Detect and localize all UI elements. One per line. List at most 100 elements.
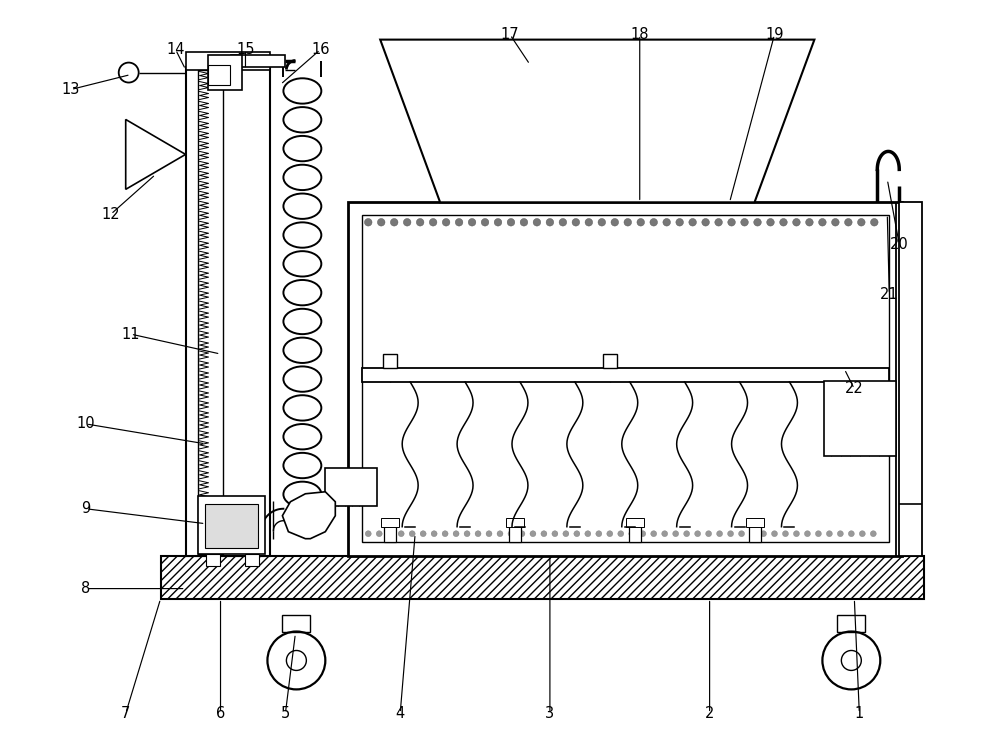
Circle shape [507, 219, 515, 226]
Circle shape [832, 219, 839, 226]
Circle shape [637, 219, 645, 226]
Bar [282, 615, 310, 632]
Circle shape [837, 530, 843, 536]
Text: 7: 7 [121, 706, 130, 721]
Bar [348, 202, 902, 556]
Circle shape [819, 219, 826, 226]
Bar [899, 202, 922, 556]
Bar [186, 66, 270, 556]
Text: 12: 12 [101, 207, 120, 222]
Bar [837, 615, 865, 632]
Circle shape [585, 530, 591, 536]
Text: 18: 18 [630, 27, 649, 42]
Bar [205, 504, 258, 548]
Circle shape [481, 219, 489, 226]
Circle shape [782, 530, 788, 536]
Circle shape [455, 219, 463, 226]
Circle shape [453, 530, 459, 536]
Circle shape [741, 219, 748, 226]
Circle shape [365, 530, 371, 536]
Circle shape [585, 219, 593, 226]
Circle shape [572, 219, 580, 226]
Circle shape [684, 530, 690, 536]
Text: 19: 19 [765, 27, 784, 42]
Circle shape [520, 219, 528, 226]
Bar [383, 354, 397, 368]
Circle shape [848, 530, 854, 536]
Circle shape [676, 219, 683, 226]
Circle shape [416, 219, 424, 226]
Text: 6: 6 [216, 706, 225, 721]
Circle shape [754, 219, 761, 226]
Text: 14: 14 [166, 42, 185, 57]
Circle shape [530, 530, 536, 536]
Circle shape [871, 219, 878, 226]
Bar [384, 524, 396, 542]
Circle shape [598, 219, 606, 226]
Circle shape [420, 530, 426, 536]
Bar [245, 554, 259, 565]
Circle shape [403, 219, 411, 226]
Circle shape [663, 219, 670, 226]
Circle shape [629, 530, 635, 536]
Bar [198, 70, 223, 554]
Circle shape [750, 530, 756, 536]
Circle shape [715, 219, 722, 226]
Circle shape [442, 219, 450, 226]
Circle shape [689, 219, 696, 226]
Circle shape [497, 530, 503, 536]
Text: 21: 21 [880, 286, 899, 301]
Circle shape [442, 530, 448, 536]
Circle shape [541, 530, 547, 536]
Circle shape [728, 530, 734, 536]
Circle shape [780, 219, 787, 226]
Bar [231, 54, 285, 66]
Bar [186, 51, 270, 70]
Circle shape [651, 530, 657, 536]
Circle shape [607, 530, 613, 536]
Bar [362, 215, 889, 542]
Circle shape [706, 530, 712, 536]
Polygon shape [282, 492, 335, 539]
Bar [381, 518, 399, 527]
Circle shape [519, 530, 525, 536]
Circle shape [546, 219, 554, 226]
Circle shape [376, 530, 382, 536]
Circle shape [508, 530, 514, 536]
Circle shape [771, 530, 777, 536]
Bar [509, 524, 521, 542]
Circle shape [596, 530, 602, 536]
Circle shape [559, 219, 567, 226]
Circle shape [377, 219, 385, 226]
Bar [208, 65, 230, 85]
Text: 13: 13 [62, 82, 80, 97]
Bar [629, 524, 641, 542]
Circle shape [533, 219, 541, 226]
Circle shape [468, 219, 476, 226]
Circle shape [859, 530, 865, 536]
Circle shape [640, 530, 646, 536]
Text: 2: 2 [705, 706, 714, 721]
Bar [626, 518, 644, 527]
Text: 16: 16 [311, 42, 330, 57]
Circle shape [387, 530, 393, 536]
Circle shape [650, 219, 658, 226]
Circle shape [739, 530, 745, 536]
Circle shape [761, 530, 767, 536]
Circle shape [793, 530, 799, 536]
Circle shape [728, 219, 735, 226]
Circle shape [804, 530, 810, 536]
Text: 9: 9 [81, 501, 90, 516]
Circle shape [390, 219, 398, 226]
Circle shape [695, 530, 701, 536]
Circle shape [806, 219, 813, 226]
Circle shape [364, 219, 372, 226]
Circle shape [552, 530, 558, 536]
Circle shape [398, 530, 404, 536]
Circle shape [563, 530, 569, 536]
Bar [208, 54, 242, 89]
Bar [824, 381, 896, 456]
Circle shape [431, 530, 437, 536]
Circle shape [618, 530, 624, 536]
Circle shape [826, 530, 832, 536]
